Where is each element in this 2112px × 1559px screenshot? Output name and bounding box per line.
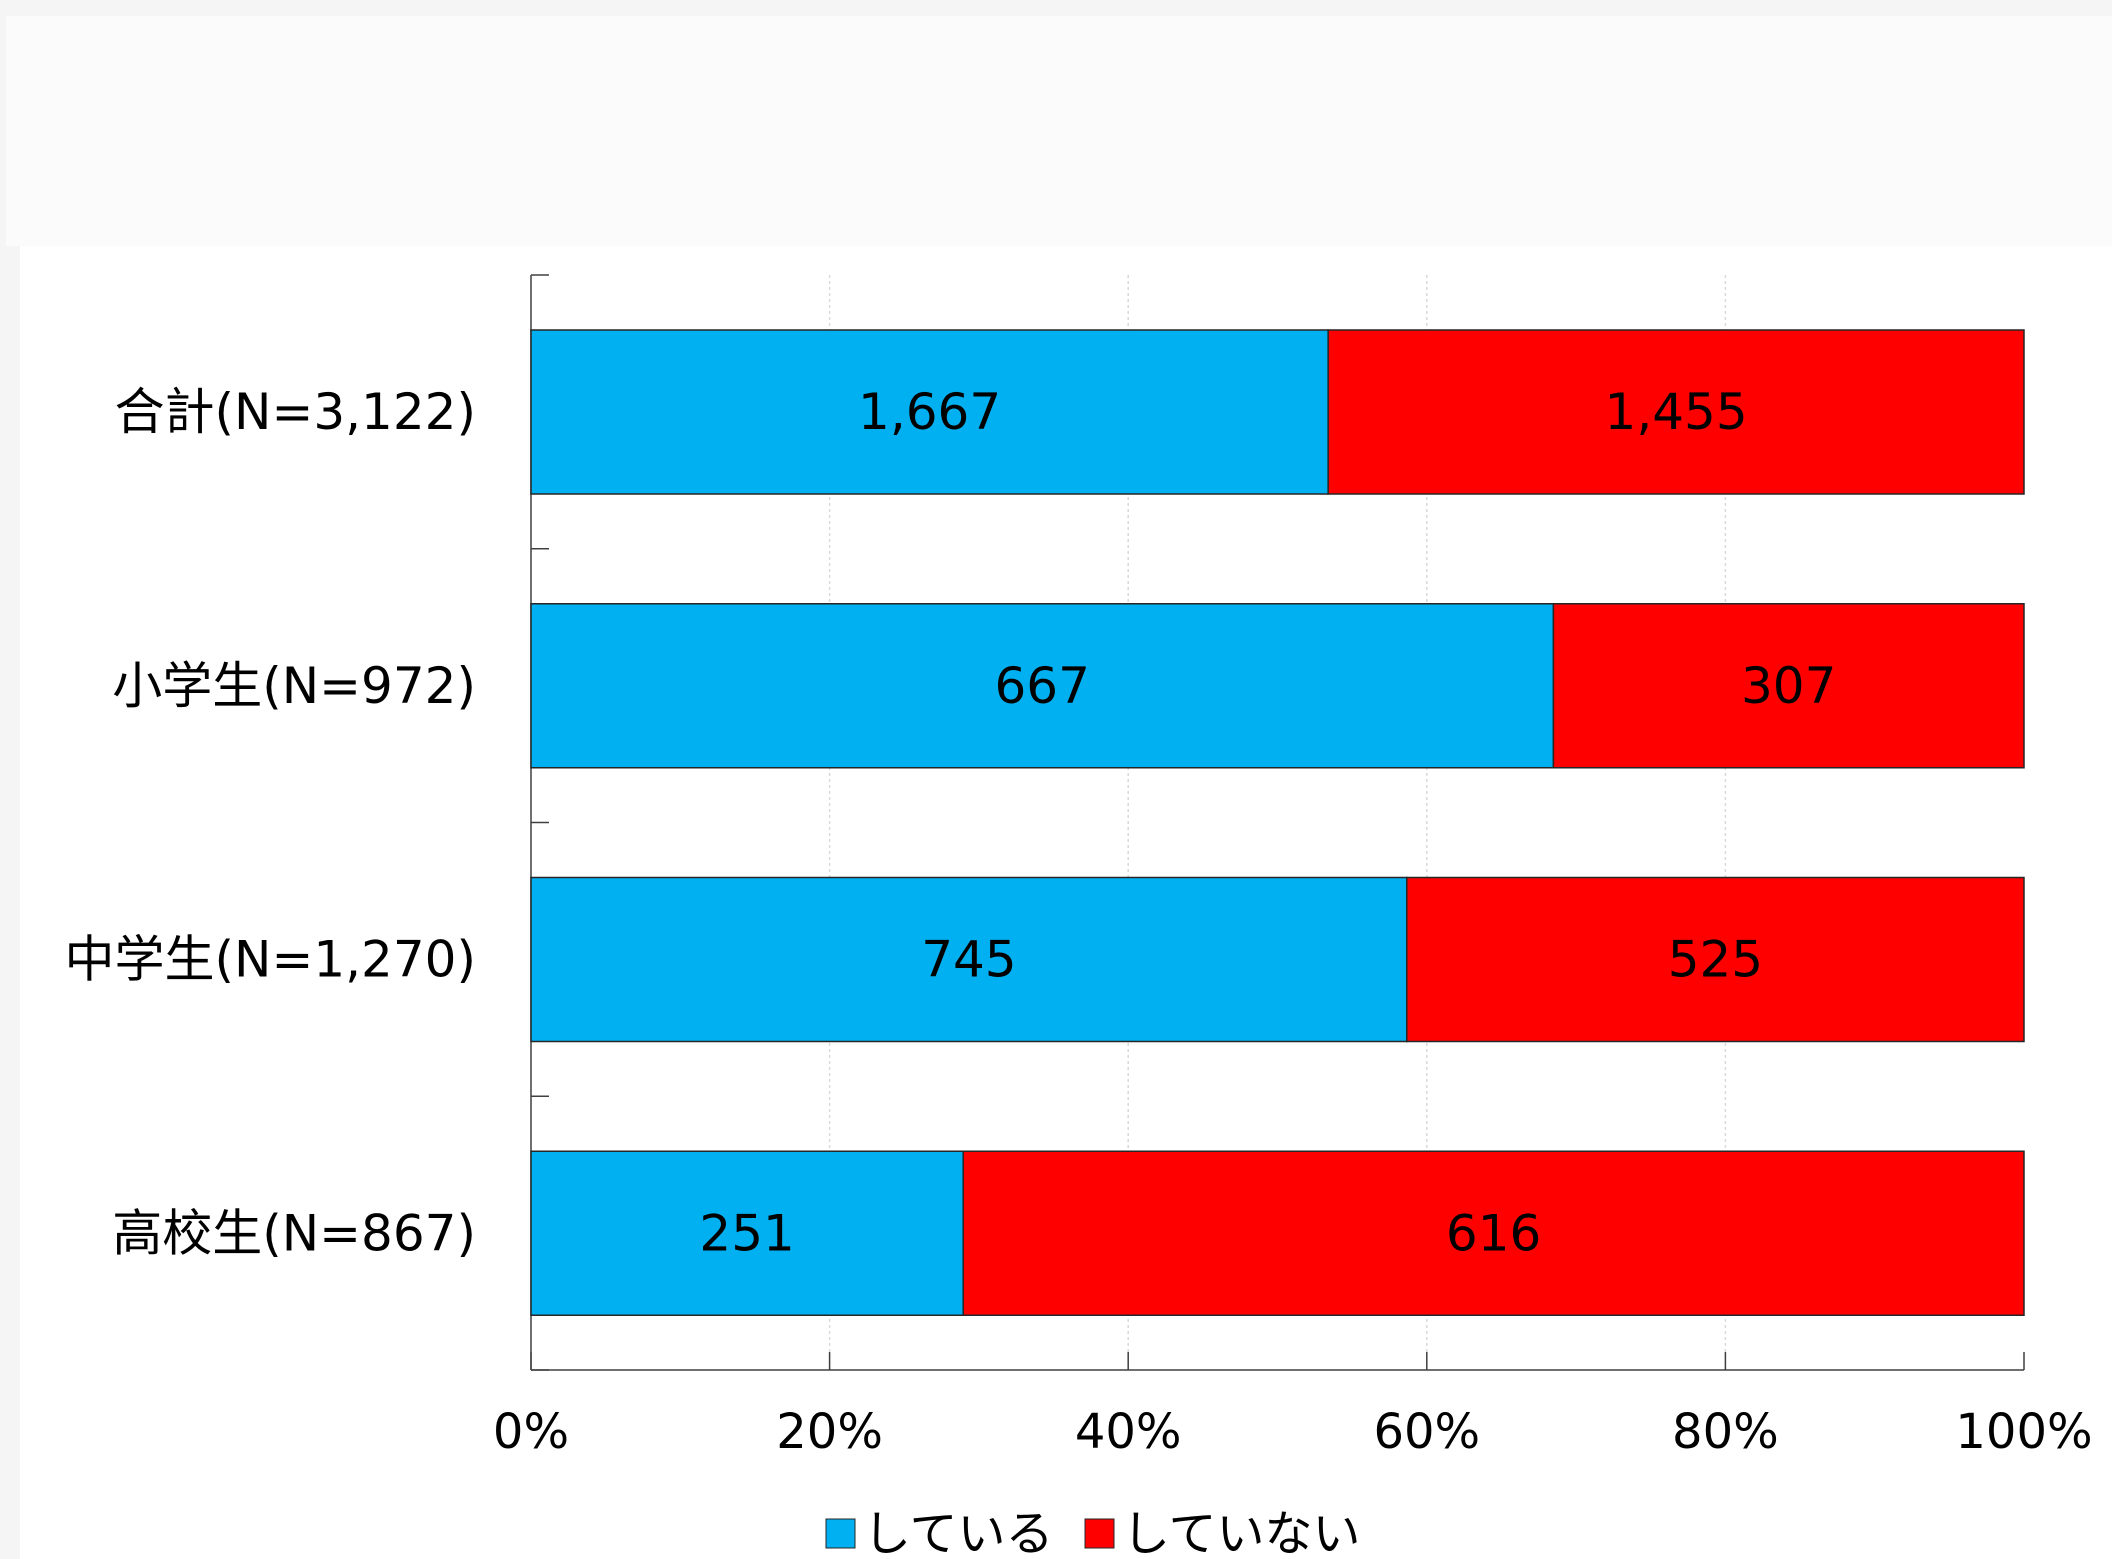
x-tick-label: 80%	[1672, 1404, 1779, 1460]
bar-segment	[1406, 876, 2025, 1043]
legend-swatch	[1084, 1518, 1115, 1549]
data-label: 1,667	[858, 383, 1001, 441]
x-tick-label: 0%	[493, 1404, 569, 1460]
bar-segment	[530, 1150, 964, 1316]
bar-segment	[962, 1150, 2025, 1316]
data-label: 251	[699, 1204, 794, 1262]
data-label: 525	[1668, 931, 1763, 989]
category-label: 高校生(N=867)	[112, 1204, 476, 1262]
category-label: 中学生(N=1,270)	[65, 931, 476, 989]
x-tick-label: 100%	[1955, 1404, 2092, 1460]
legend-swatch	[825, 1518, 856, 1549]
x-tick-label: 20%	[776, 1404, 883, 1460]
data-label: 307	[1741, 657, 1836, 715]
data-label: 745	[921, 931, 1016, 989]
legend-label: している	[863, 1506, 1054, 1559]
x-tick-label: 40%	[1075, 1404, 1182, 1460]
category-label: 合計(N=3,122)	[115, 383, 476, 441]
bar-segment	[530, 603, 1555, 769]
bar-segment	[530, 876, 1408, 1043]
title-area	[6, 16, 2112, 246]
bar-segment	[1552, 603, 2025, 769]
data-label: 616	[1446, 1204, 1541, 1262]
x-tick-label: 60%	[1373, 1404, 1480, 1460]
bar-segment	[530, 329, 1329, 495]
data-label: 667	[994, 657, 1089, 715]
category-label: 小学生(N=972)	[112, 657, 476, 715]
legend-label: していない	[1122, 1506, 1361, 1559]
data-label: 1,455	[1605, 383, 1748, 441]
bar-segment	[1327, 329, 2025, 495]
